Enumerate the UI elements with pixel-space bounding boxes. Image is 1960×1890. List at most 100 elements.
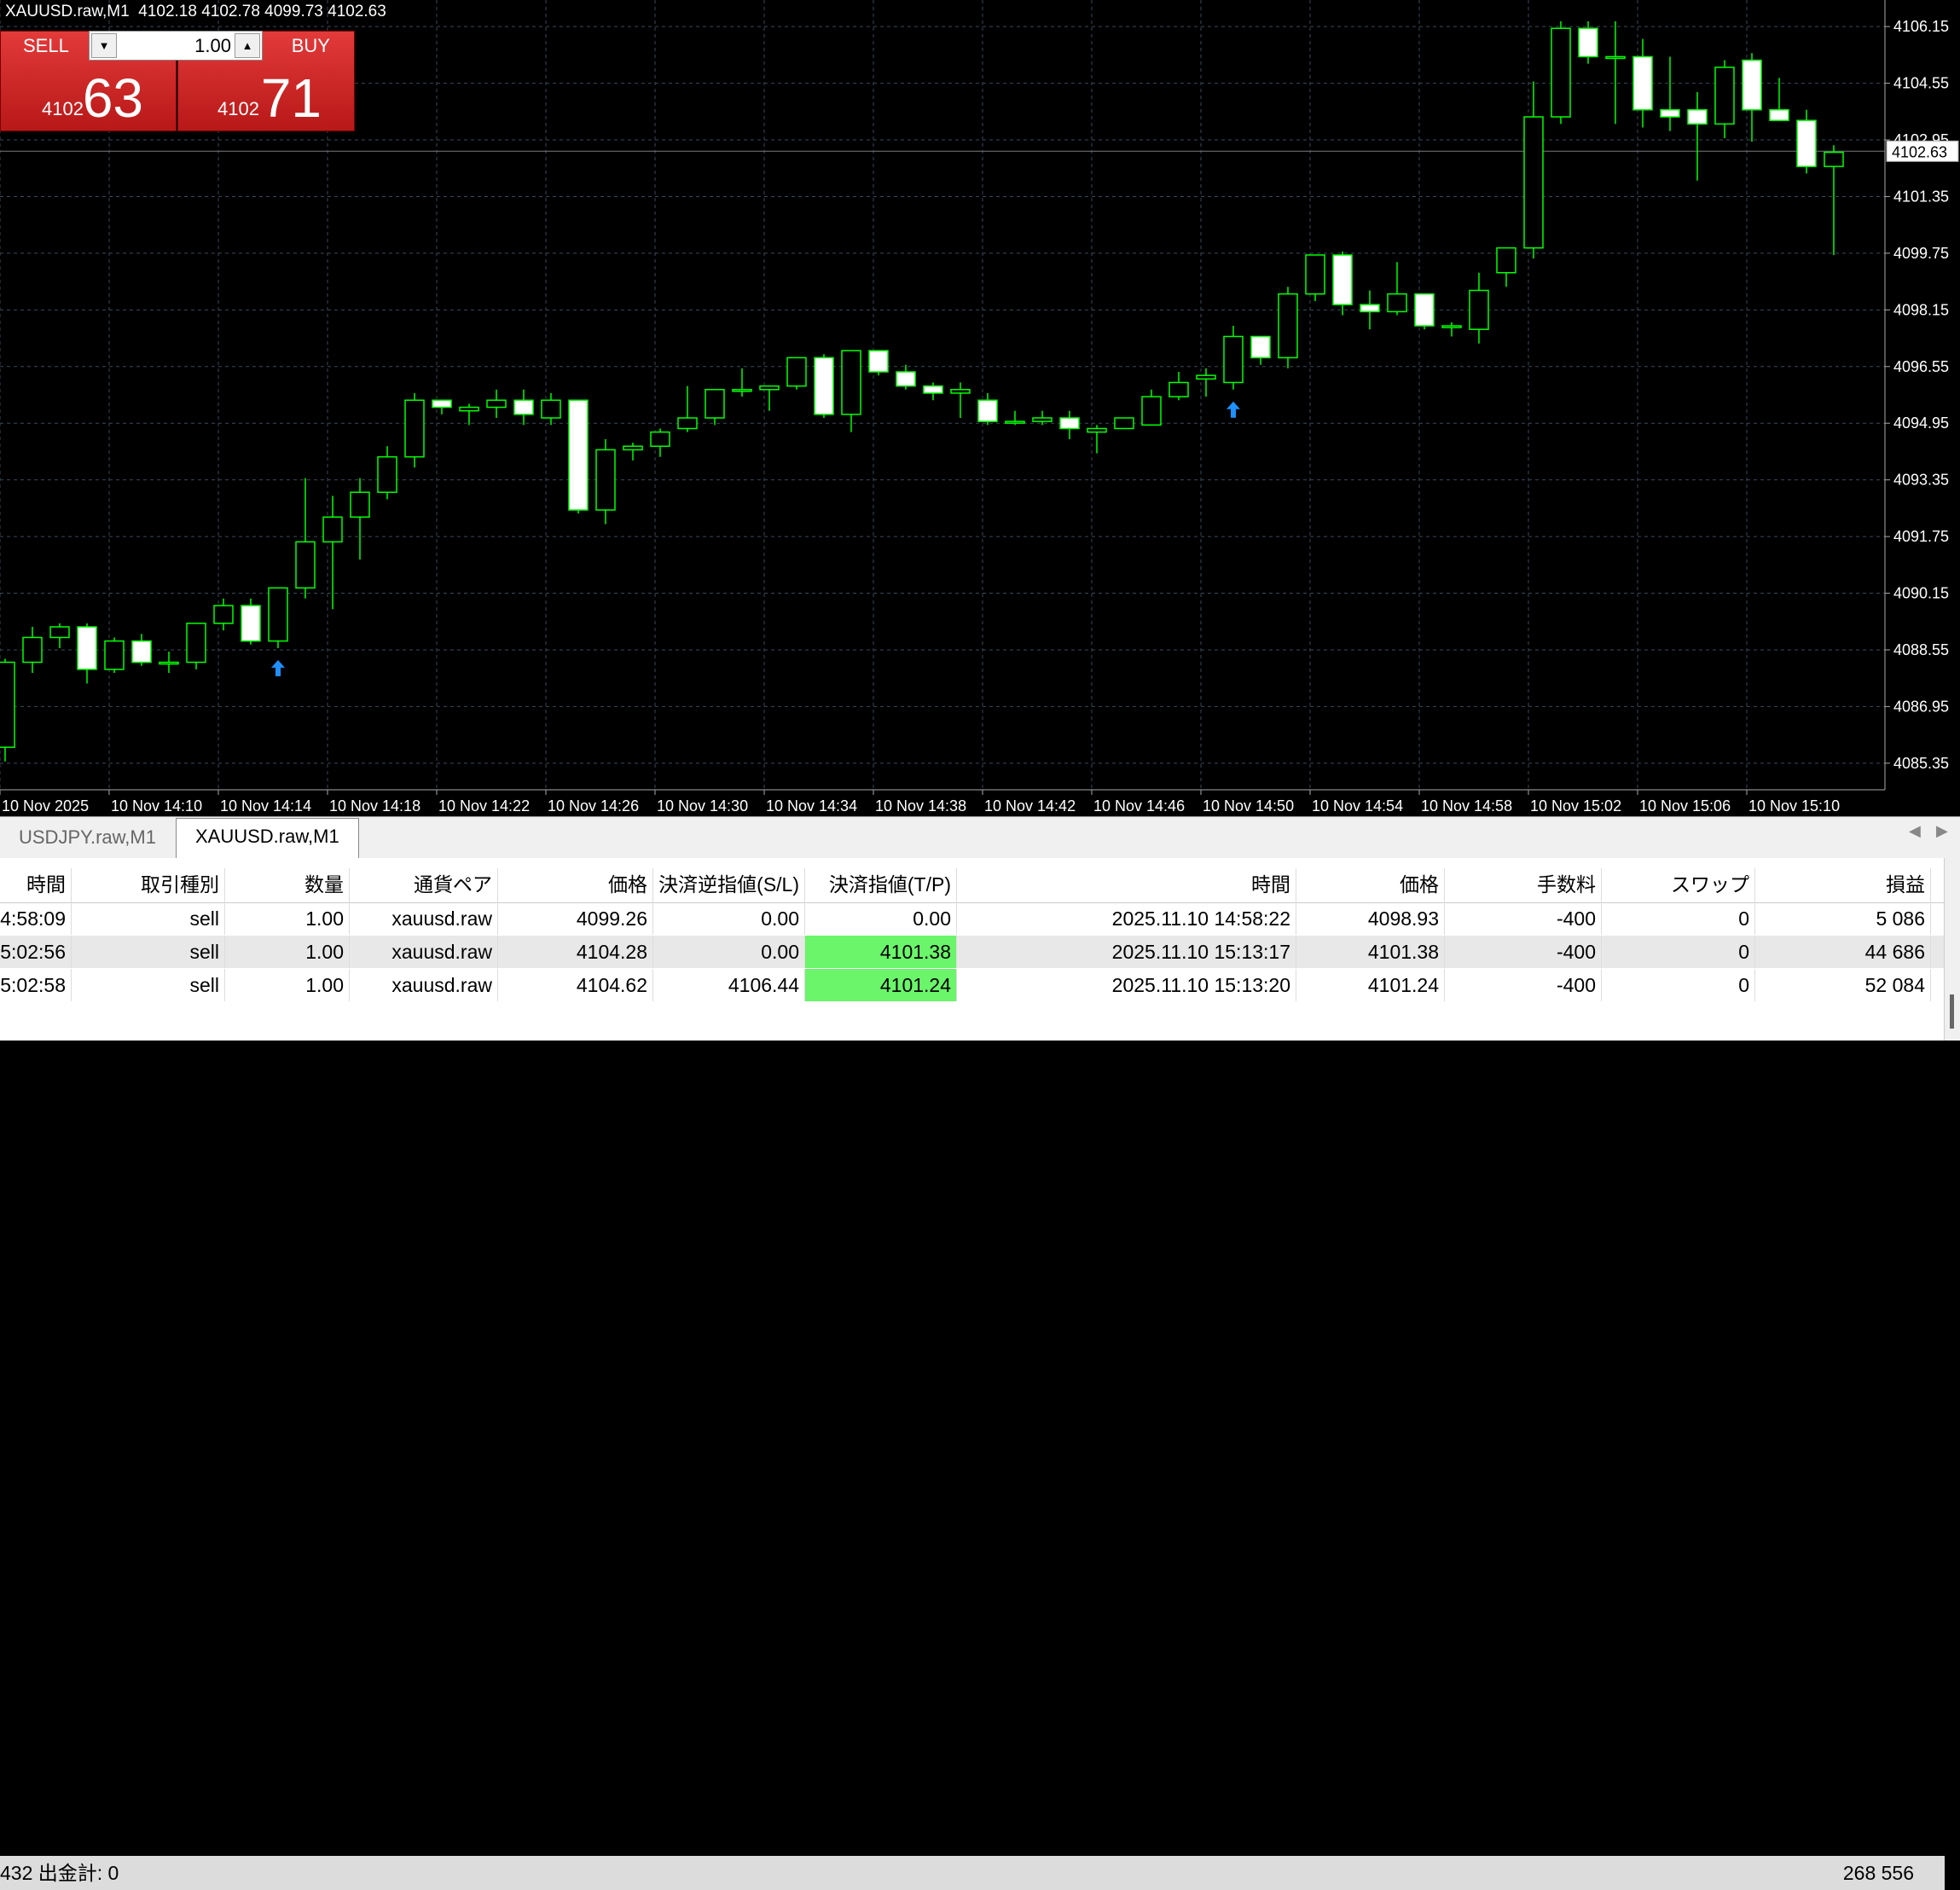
table-cell: 4098.93 xyxy=(1296,902,1445,935)
candle-body xyxy=(1414,293,1435,327)
candle-body xyxy=(1824,151,1844,167)
buy-price-prefix: 4102 xyxy=(217,98,259,119)
x-tick-label: 10 Nov 14:58 xyxy=(1421,797,1512,815)
column-header[interactable]: 決済指値(T/P) xyxy=(805,868,957,902)
candle-body xyxy=(1059,417,1080,430)
buy-arrow-icon xyxy=(1226,401,1240,418)
candle-body xyxy=(49,626,70,639)
table-row[interactable]: 4:58:09 sell 1.00 xauusd.raw 4099.26 0.00 0.00… xyxy=(0,902,1945,935)
table-cell: 4099.26 xyxy=(498,902,653,935)
candle-body xyxy=(186,623,206,664)
candle-body xyxy=(1360,304,1380,313)
column-header[interactable]: 価格 xyxy=(498,868,653,902)
table-cell: 4101.38 xyxy=(805,936,957,968)
candle-body xyxy=(1168,381,1189,397)
table-cell: -400 xyxy=(1445,969,1602,1001)
price-chart[interactable]: 4106.15 4104.55 4102.95 4101.35 4099.75 4098.… xyxy=(0,0,1960,816)
column-header[interactable]: 手数料 xyxy=(1445,868,1602,902)
tab-usdjpy[interactable]: USDJPY.raw,M1 xyxy=(19,826,156,848)
table-cell: xauusd.raw xyxy=(350,969,498,1001)
table-cell: 4:58:09 xyxy=(0,902,72,935)
candle-body xyxy=(77,626,97,670)
table-cell: 2025.11.10 15:13:20 xyxy=(957,969,1296,1001)
candle-body xyxy=(377,455,397,493)
x-tick-label: 10 Nov 14:42 xyxy=(984,797,1076,815)
tab-xauusd[interactable]: XAUUSD.raw,M1 xyxy=(176,818,359,859)
column-header[interactable]: 損益 xyxy=(1755,868,1931,902)
table-cell: 52 084 xyxy=(1755,969,1931,1001)
x-tick-label: 10 Nov 15:10 xyxy=(1748,797,1840,815)
scrollbar-thumb[interactable] xyxy=(1950,994,1954,1029)
candle-body xyxy=(1714,67,1735,125)
table-cell: 4106.44 xyxy=(653,969,805,1001)
chart-tabs: USDJPY.raw,M1 XAUUSD.raw,M1 ◀ ▶ xyxy=(0,816,1960,859)
candle-body xyxy=(759,385,780,391)
column-header[interactable]: 時間 xyxy=(957,868,1296,902)
column-header[interactable]: 取引種別 xyxy=(72,868,225,902)
table-cell: sell xyxy=(72,902,225,935)
candle-body xyxy=(1305,254,1325,295)
x-tick-label: 10 Nov 14:50 xyxy=(1203,797,1294,815)
candle-body xyxy=(1278,293,1298,359)
candle-body xyxy=(677,417,698,430)
table-footer: 432 出金計: 0 268 556 xyxy=(0,1856,1945,1890)
sell-label: SELL xyxy=(23,35,69,56)
table-cell: 0 xyxy=(1602,902,1755,935)
column-header[interactable]: 通貨ペア xyxy=(350,868,498,902)
column-header[interactable]: 数量 xyxy=(225,868,350,902)
y-tick-label: 4086.95 xyxy=(1893,698,1949,715)
lot-size-stepper[interactable]: ▼ 1.00 ▲ xyxy=(89,31,263,61)
footer-total-profit: 268 556 xyxy=(1842,1862,1914,1884)
lot-size-input[interactable]: 1.00 xyxy=(194,35,231,56)
column-header[interactable]: 価格 xyxy=(1296,868,1445,902)
buy-label: BUY xyxy=(291,35,330,56)
column-header[interactable]: 時間 xyxy=(0,868,72,902)
candle-body xyxy=(404,399,425,458)
candle-body xyxy=(1687,108,1708,125)
candle-body xyxy=(786,357,807,387)
candle-body xyxy=(595,449,616,511)
x-tick-label: 10 Nov 14:18 xyxy=(329,797,420,815)
candle-body xyxy=(241,605,261,642)
table-row[interactable]: 5:02:56 sell 1.00 xauusd.raw 4104.28 0.00 4101… xyxy=(0,936,1945,968)
x-tick-label: 10 Nov 2025 xyxy=(2,797,89,815)
tab-scroll-right-icon[interactable]: ▶ xyxy=(1936,822,1948,839)
tab-scroll-left-icon[interactable]: ◀ xyxy=(1909,822,1921,839)
increase-lot-button[interactable]: ▲ xyxy=(235,33,260,58)
column-header[interactable]: スワップ xyxy=(1602,868,1755,902)
candle-body xyxy=(322,516,343,543)
x-tick-label: 10 Nov 15:02 xyxy=(1530,797,1621,815)
candle-body xyxy=(923,385,943,394)
column-header[interactable]: 決済逆指値(S/L) xyxy=(653,868,805,902)
candle-body xyxy=(432,399,452,409)
candle-body xyxy=(0,661,15,748)
candle-body xyxy=(1223,335,1244,384)
candle-body xyxy=(459,406,479,412)
footer-summary: 432 出金計: 0 xyxy=(0,1862,119,1884)
candle-body xyxy=(1578,27,1598,58)
table-cell: -400 xyxy=(1445,936,1602,968)
table-cell: sell xyxy=(72,936,225,968)
table-row[interactable]: 5:02:58 sell 1.00 xauusd.raw 4104.62 4106.44 4… xyxy=(0,969,1945,1001)
table-cell: 44 686 xyxy=(1755,936,1931,968)
x-tick-label: 10 Nov 14:54 xyxy=(1312,797,1403,815)
decrease-lot-button[interactable]: ▼ xyxy=(91,33,117,58)
current-price-box xyxy=(1886,140,1959,162)
table-scrollbar[interactable] xyxy=(1944,858,1960,1041)
y-tick-label: 4085.35 xyxy=(1893,755,1949,772)
candle-body xyxy=(22,636,43,664)
one-click-trading-panel: SELL 4102 63 BUY 4102 71 ▼ 1.00 ▲ xyxy=(0,31,355,131)
candle-body xyxy=(650,431,670,447)
candle-body xyxy=(295,541,316,589)
sell-price-prefix: 4102 xyxy=(42,98,84,119)
candle-body xyxy=(1660,108,1680,118)
candle-body xyxy=(705,389,725,419)
y-tick-label: 4099.75 xyxy=(1893,245,1949,262)
candle-body xyxy=(513,399,534,415)
table-cell: 5:02:56 xyxy=(0,936,72,968)
candlestick-chart[interactable]: 4106.154104.554102.954101.354099.754098.… xyxy=(0,0,1960,816)
x-tick-label: 10 Nov 14:34 xyxy=(766,797,857,815)
candle-body xyxy=(977,399,998,422)
candle-body xyxy=(896,371,916,387)
x-tick-label: 10 Nov 14:22 xyxy=(438,797,530,815)
